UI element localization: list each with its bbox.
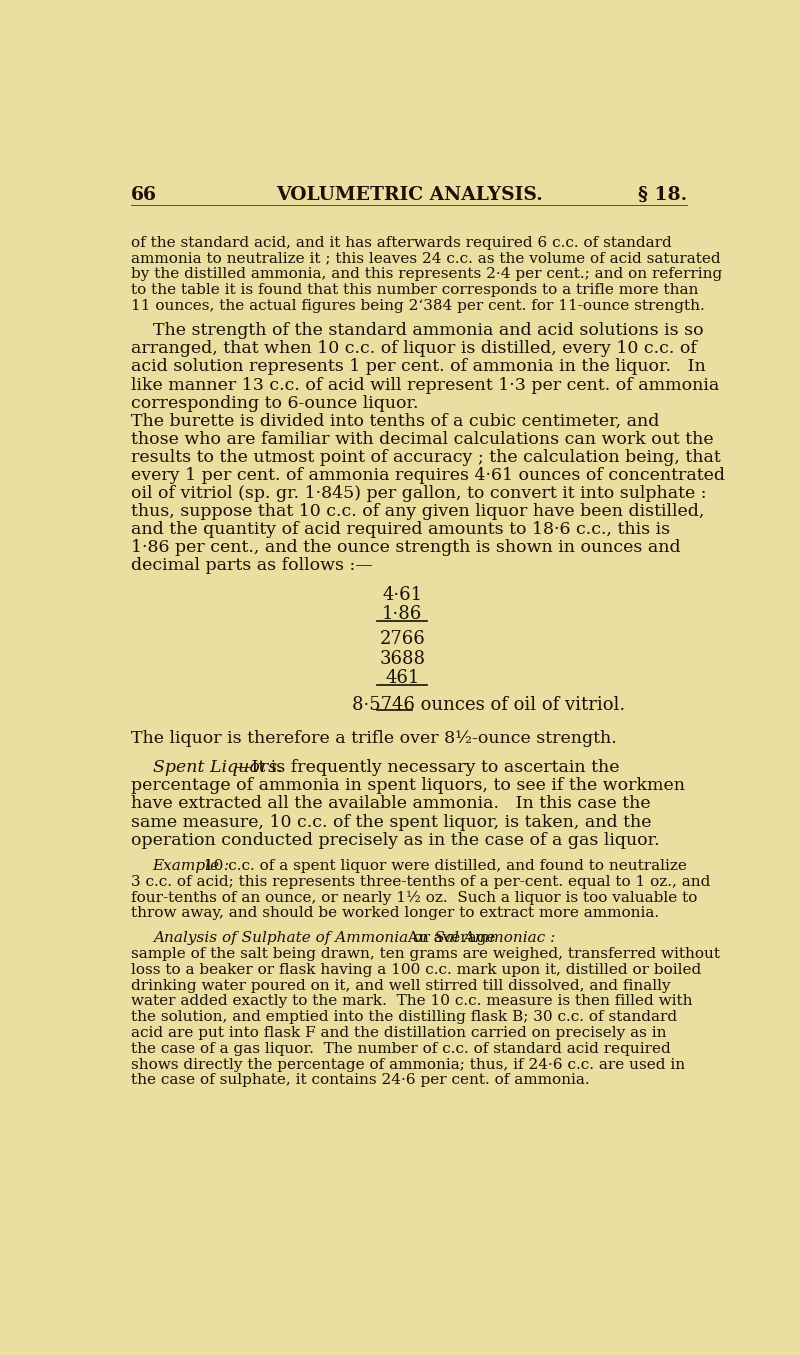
Text: 3688: 3688: [379, 649, 426, 668]
Text: VOLUMETRIC ANALYSIS.: VOLUMETRIC ANALYSIS.: [277, 186, 543, 205]
Text: Analysis of Sulphate of Ammonia or Sal Ammoniac :: Analysis of Sulphate of Ammonia or Sal A…: [153, 931, 555, 946]
Text: 3 c.c. of acid; this represents three-tenths of a per-cent. equal to 1 oz., and: 3 c.c. of acid; this represents three-te…: [131, 875, 710, 889]
Text: arranged, that when 10 c.c. of liquor is distilled, every 10 c.c. of: arranged, that when 10 c.c. of liquor is…: [131, 340, 697, 358]
Text: the solution, and emptied into the distilling flask B; 30 c.c. of standard: the solution, and emptied into the disti…: [131, 1011, 677, 1024]
Text: ammonia to neutralize it ; this leaves 24 c.c. as the volume of acid saturated: ammonia to neutralize it ; this leaves 2…: [131, 252, 721, 266]
Text: the case of a gas liquor.  The number of c.c. of standard acid required: the case of a gas liquor. The number of …: [131, 1042, 670, 1056]
Text: same measure, 10 c.c. of the spent liquor, is taken, and the: same measure, 10 c.c. of the spent liquo…: [131, 813, 651, 831]
Text: An average: An average: [403, 931, 496, 946]
Text: § 18.: § 18.: [638, 186, 687, 205]
Text: 461: 461: [385, 669, 419, 687]
Text: every 1 per cent. of ammonia requires 4·61 ounces of concentrated: every 1 per cent. of ammonia requires 4·…: [131, 467, 725, 484]
Text: The liquor is therefore a trifle over 8½-ounce strength.: The liquor is therefore a trifle over 8½…: [131, 730, 617, 748]
Text: —It is frequently necessary to ascertain the: —It is frequently necessary to ascertain…: [234, 759, 619, 776]
Text: acid are put into flask F and the distillation carried on precisely as in: acid are put into flask F and the distil…: [131, 1026, 666, 1041]
Text: of the standard acid, and it has afterwards required 6 c.c. of standard: of the standard acid, and it has afterwa…: [131, 236, 672, 249]
Text: operation conducted precisely as in the case of a gas liquor.: operation conducted precisely as in the …: [131, 832, 660, 848]
Text: and the quantity of acid required amounts to 18·6 c.c., this is: and the quantity of acid required amount…: [131, 522, 670, 538]
Text: The strength of the standard ammonia and acid solutions is so: The strength of the standard ammonia and…: [153, 322, 703, 339]
Text: decimal parts as follows :—: decimal parts as follows :—: [131, 557, 373, 575]
Text: by the distilled ammonia, and this represents 2·4 per cent.; and on referring: by the distilled ammonia, and this repre…: [131, 267, 722, 282]
Text: water added exactly to the mark.  The 10 c.c. measure is then filled with: water added exactly to the mark. The 10 …: [131, 995, 693, 1008]
Text: oil of vitriol (sp. gr. 1·845) per gallon, to convert it into sulphate :: oil of vitriol (sp. gr. 1·845) per gallo…: [131, 485, 706, 503]
Text: thus, suppose that 10 c.c. of any given liquor have been distilled,: thus, suppose that 10 c.c. of any given …: [131, 503, 704, 520]
Text: the case of sulphate, it contains 24·6 per cent. of ammonia.: the case of sulphate, it contains 24·6 p…: [131, 1073, 590, 1088]
Text: those who are familiar with decimal calculations can work out the: those who are familiar with decimal calc…: [131, 431, 714, 449]
Text: 10 c.c. of a spent liquor were distilled, and found to neutralize: 10 c.c. of a spent liquor were distilled…: [198, 859, 686, 873]
Text: four-tenths of an ounce, or nearly 1½ oz.  Such a liquor is too valuable to: four-tenths of an ounce, or nearly 1½ oz…: [131, 890, 698, 905]
Text: have extracted all the available ammonia.   In this case the: have extracted all the available ammonia…: [131, 795, 650, 813]
Text: 2766: 2766: [379, 630, 425, 648]
Text: 4·61: 4·61: [382, 585, 422, 603]
Text: The burette is divided into tenths of a cubic centimeter, and: The burette is divided into tenths of a …: [131, 413, 659, 430]
Text: acid solution represents 1 per cent. of ammonia in the liquor.   In: acid solution represents 1 per cent. of …: [131, 359, 706, 375]
Text: 8·5746 ounces of oil of vitriol.: 8·5746 ounces of oil of vitriol.: [352, 695, 625, 714]
Text: 1·86 per cent., and the ounce strength is shown in ounces and: 1·86 per cent., and the ounce strength i…: [131, 539, 681, 557]
Text: drinking water poured on it, and well stirred till dissolved, and finally: drinking water poured on it, and well st…: [131, 978, 670, 993]
Text: Example :: Example :: [153, 859, 230, 873]
Text: corresponding to 6-ounce liquor.: corresponding to 6-ounce liquor.: [131, 394, 418, 412]
Text: percentage of ammonia in spent liquors, to see if the workmen: percentage of ammonia in spent liquors, …: [131, 778, 685, 794]
Text: 66: 66: [131, 186, 157, 205]
Text: shows directly the percentage of ammonia; thus, if 24·6 c.c. are used in: shows directly the percentage of ammonia…: [131, 1058, 685, 1072]
Text: sample of the salt being drawn, ten grams are weighed, transferred without: sample of the salt being drawn, ten gram…: [131, 947, 720, 961]
Text: throw away, and should be worked longer to extract more ammonia.: throw away, and should be worked longer …: [131, 906, 659, 920]
Text: 11 ounces, the actual figures being 2‘384 per cent. for 11-ounce strength.: 11 ounces, the actual figures being 2‘38…: [131, 298, 705, 313]
Text: Spent Liquors.: Spent Liquors.: [153, 759, 282, 776]
Text: 1·86: 1·86: [382, 604, 422, 623]
Text: like manner 13 c.c. of acid will represent 1·3 per cent. of ammonia: like manner 13 c.c. of acid will represe…: [131, 377, 719, 393]
Text: results to the utmost point of accuracy ; the calculation being, that: results to the utmost point of accuracy …: [131, 449, 721, 466]
Text: to the table it is found that this number corresponds to a trifle more than: to the table it is found that this numbe…: [131, 283, 698, 297]
Text: loss to a beaker or flask having a 100 c.c. mark upon it, distilled or boiled: loss to a beaker or flask having a 100 c…: [131, 963, 702, 977]
